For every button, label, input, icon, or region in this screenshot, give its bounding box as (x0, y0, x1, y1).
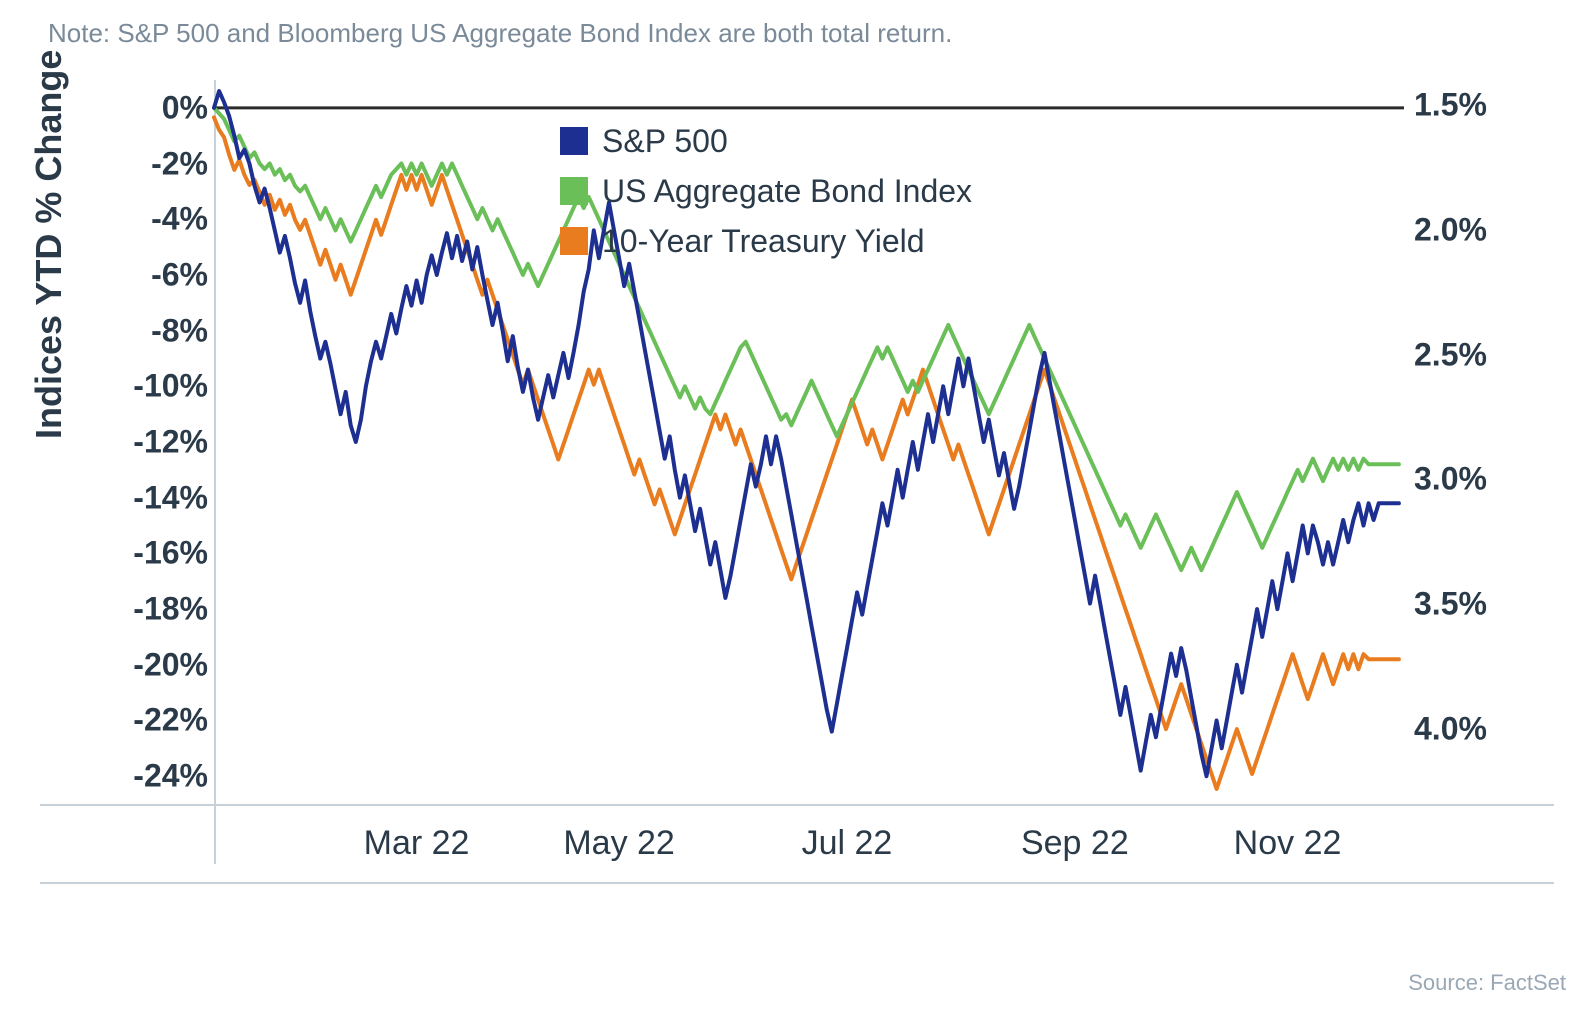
x-tick: Jul 22 (802, 824, 893, 863)
y-tick-left: -24% (133, 758, 208, 795)
x-tick: Nov 22 (1234, 824, 1342, 863)
y-tick-left: -22% (133, 702, 208, 739)
y-tick-right: 4.0% (1414, 711, 1487, 748)
y-tick-right: 1.5% (1414, 86, 1487, 123)
chart-source: Source: FactSet (1408, 970, 1566, 996)
y-tick-left: -4% (151, 201, 208, 238)
y-tick-right: 3.0% (1414, 461, 1487, 498)
chart-note: Note: S&P 500 and Bloomberg US Aggregate… (48, 18, 952, 49)
y-tick-right: 3.5% (1414, 586, 1487, 623)
y-axis-right-label: 10-Year Treasury Yield (Inverted) (1588, 439, 1594, 995)
legend-item-agg: US Aggregate Bond Index (560, 166, 972, 216)
y-tick-left: -10% (133, 368, 208, 405)
legend: S&P 500 US Aggregate Bond Index 10-Year … (560, 116, 972, 266)
legend-swatch-icon (560, 227, 588, 255)
x-axis-underline (40, 882, 1554, 884)
y-tick-left: -12% (133, 424, 208, 461)
x-tick: Sep 22 (1021, 824, 1129, 863)
y-tick-left: -2% (151, 145, 208, 182)
legend-item-ty10: 10-Year Treasury Yield (560, 216, 972, 266)
legend-label: 10-Year Treasury Yield (602, 216, 925, 266)
x-tick: Mar 22 (364, 824, 470, 863)
legend-swatch-icon (560, 127, 588, 155)
y-tick-right: 2.0% (1414, 211, 1487, 248)
legend-item-sp500: S&P 500 (560, 116, 972, 166)
x-tick: May 22 (563, 824, 675, 863)
y-tick-left: 0% (162, 89, 208, 126)
y-tick-left: -18% (133, 591, 208, 628)
y-tick-left: -8% (151, 312, 208, 349)
y-tick-left: -6% (151, 256, 208, 293)
y-tick-right: 2.5% (1414, 336, 1487, 373)
legend-swatch-icon (560, 177, 588, 205)
y-tick-left: -16% (133, 535, 208, 572)
y-tick-left: -20% (133, 646, 208, 683)
y-axis-left-label: Indices YTD % Change (28, 50, 70, 439)
chart-container: Note: S&P 500 and Bloomberg US Aggregate… (0, 0, 1594, 1016)
legend-label: S&P 500 (602, 116, 728, 166)
legend-label: US Aggregate Bond Index (602, 166, 972, 216)
y-tick-left: -14% (133, 479, 208, 516)
